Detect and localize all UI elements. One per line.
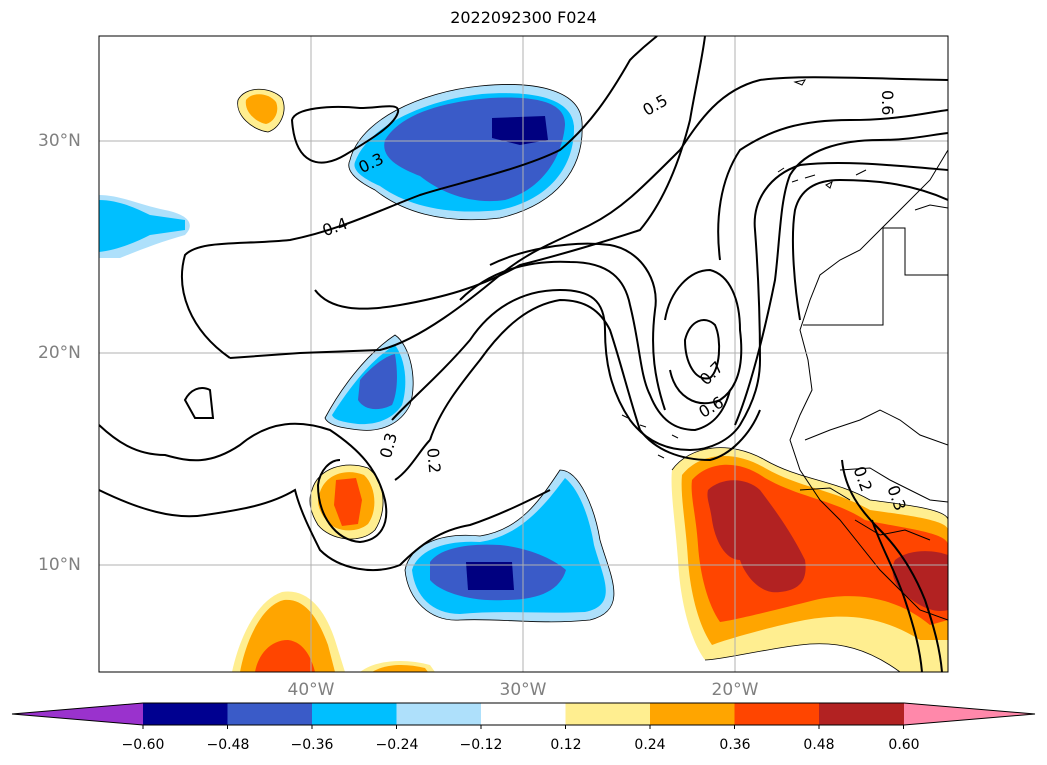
colorbar-box bbox=[143, 703, 228, 725]
positive-anomaly-north bbox=[237, 89, 285, 132]
contour-label: 0.2 bbox=[850, 464, 877, 494]
colorbar-tick-label: 0.24 bbox=[634, 737, 666, 753]
shade-outlines bbox=[237, 84, 948, 672]
coastlines bbox=[789, 149, 948, 621]
plot-frame bbox=[98, 35, 949, 673]
colorbar-box bbox=[312, 703, 397, 725]
lon-label: 40°W bbox=[287, 680, 335, 700]
colorbar-tick-label: 0.60 bbox=[888, 737, 920, 753]
contour-label: 0.6 bbox=[695, 392, 727, 421]
lat-label: 10°N bbox=[38, 555, 81, 575]
colorbar-tick-label: 0.36 bbox=[719, 737, 751, 753]
colorbar-box bbox=[565, 703, 651, 725]
islands bbox=[621, 76, 867, 459]
negative-anomaly-central bbox=[325, 335, 414, 431]
colorbar-box bbox=[481, 703, 566, 725]
colorbar-tick-label: −0.36 bbox=[290, 737, 334, 753]
lat-label: 30°N bbox=[38, 131, 81, 151]
colorbar-box bbox=[819, 703, 904, 725]
lon-label: 20°W bbox=[711, 680, 759, 700]
colorbar-extend-left bbox=[12, 703, 143, 725]
map-plot-area bbox=[99, 36, 948, 672]
colorbar-tick-label: 0.48 bbox=[803, 737, 835, 753]
positive-anomaly-southwest bbox=[232, 591, 435, 672]
contour-label: 0.7 bbox=[696, 358, 727, 389]
colorbar-tick-label: −0.24 bbox=[375, 737, 419, 753]
contour-lines bbox=[99, 36, 948, 672]
contour-label: 0.4 bbox=[320, 214, 350, 241]
contour-label: 0.3 bbox=[376, 431, 401, 461]
colorbar-extend-right bbox=[904, 703, 1035, 725]
colorbar-boxes bbox=[143, 703, 904, 725]
grid-lines bbox=[99, 36, 948, 672]
contour-label: 0.5 bbox=[639, 90, 671, 119]
positive-anomaly-east bbox=[671, 447, 948, 672]
negative-anomaly-south bbox=[405, 470, 614, 622]
colorbar-tick-label: −0.48 bbox=[206, 737, 250, 753]
colorbar-box bbox=[396, 703, 482, 725]
colorbar-box bbox=[734, 703, 820, 725]
colorbar-ticks bbox=[142, 725, 904, 729]
lat-label: 20°N bbox=[38, 343, 81, 363]
colorbar bbox=[11, 702, 1036, 729]
colorbar-tick-label: 0.12 bbox=[550, 737, 582, 753]
negative-anomaly-west bbox=[99, 195, 190, 258]
colorbar-tick-label: −0.12 bbox=[459, 737, 503, 753]
colorbar-box bbox=[227, 703, 313, 725]
colorbar-box bbox=[650, 703, 735, 725]
map-title: 2022092300 F024 bbox=[450, 8, 597, 27]
negative-anomaly-north bbox=[348, 84, 583, 220]
contour-label: 0.6 bbox=[878, 90, 897, 115]
colorbar-tick-label: −0.60 bbox=[121, 737, 165, 753]
lon-label: 30°W bbox=[499, 680, 547, 700]
contour-label: 0.2 bbox=[423, 447, 444, 474]
